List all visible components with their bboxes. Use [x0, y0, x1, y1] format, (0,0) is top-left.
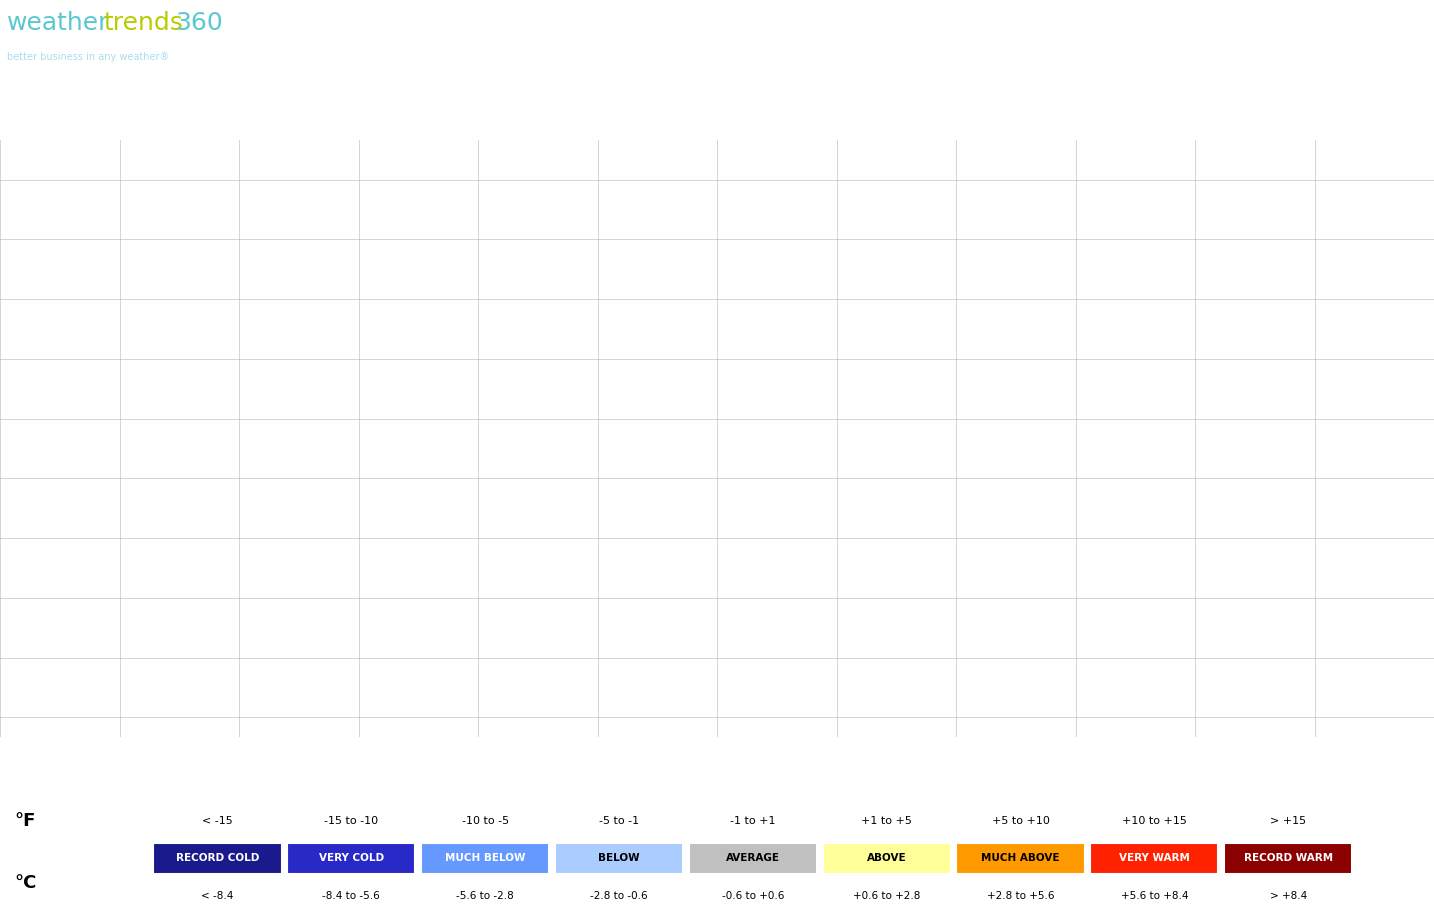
FancyBboxPatch shape — [287, 844, 416, 873]
Text: < -8.4: < -8.4 — [201, 891, 234, 901]
Text: better business in any weather®: better business in any weather® — [7, 53, 169, 63]
FancyBboxPatch shape — [956, 844, 1084, 873]
Text: +2.8 to +5.6: +2.8 to +5.6 — [987, 891, 1054, 901]
Text: -5.6 to -2.8: -5.6 to -2.8 — [456, 891, 513, 901]
Text: -5 to -1: -5 to -1 — [599, 816, 640, 826]
Text: RECORD COLD: RECORD COLD — [176, 853, 260, 863]
Text: -10 to -5: -10 to -5 — [462, 816, 509, 826]
FancyBboxPatch shape — [422, 844, 549, 873]
Text: > +15: > +15 — [1271, 816, 1306, 826]
Text: ABOVE: ABOVE — [868, 853, 906, 863]
Text: weather: weather — [7, 11, 109, 34]
Text: March 2016 Global Temperatures: March 2016 Global Temperatures — [315, 13, 1041, 51]
Text: BELOW: BELOW — [598, 853, 640, 863]
Text: MUCH ABOVE: MUCH ABOVE — [981, 853, 1060, 863]
Text: AVERAGE: AVERAGE — [726, 853, 780, 863]
FancyBboxPatch shape — [688, 844, 817, 873]
Text: +0.6 to +2.8: +0.6 to +2.8 — [853, 891, 921, 901]
Text: -15 to -10: -15 to -10 — [324, 816, 379, 826]
Text: VERY COLD: VERY COLD — [318, 853, 384, 863]
Text: -0.6 to +0.6: -0.6 to +0.6 — [721, 891, 784, 901]
Text: MUCH BELOW: MUCH BELOW — [445, 853, 525, 863]
Text: +1 to +5: +1 to +5 — [862, 816, 912, 826]
FancyBboxPatch shape — [555, 844, 683, 873]
Text: -2.8 to -0.6: -2.8 to -0.6 — [591, 891, 648, 901]
Text: +10 to +15: +10 to +15 — [1121, 816, 1187, 826]
Text: VERY WARM: VERY WARM — [1119, 853, 1190, 863]
Text: trends: trends — [103, 11, 184, 34]
Text: RECORD WARM: RECORD WARM — [1243, 853, 1332, 863]
Text: +5 to +10: +5 to +10 — [991, 816, 1050, 826]
FancyBboxPatch shape — [823, 844, 951, 873]
Text: < -15: < -15 — [202, 816, 232, 826]
Text: -1 to +1: -1 to +1 — [730, 816, 776, 826]
FancyBboxPatch shape — [153, 844, 281, 873]
FancyBboxPatch shape — [1225, 844, 1352, 873]
Text: -8.4 to -5.6: -8.4 to -5.6 — [323, 891, 380, 901]
Text: > +8.4: > +8.4 — [1269, 891, 1306, 901]
Text: °F: °F — [14, 813, 36, 830]
Text: +5.6 to +8.4: +5.6 to +8.4 — [1120, 891, 1189, 901]
FancyBboxPatch shape — [1090, 844, 1219, 873]
Text: 360: 360 — [175, 11, 222, 34]
Text: °C: °C — [14, 874, 37, 892]
